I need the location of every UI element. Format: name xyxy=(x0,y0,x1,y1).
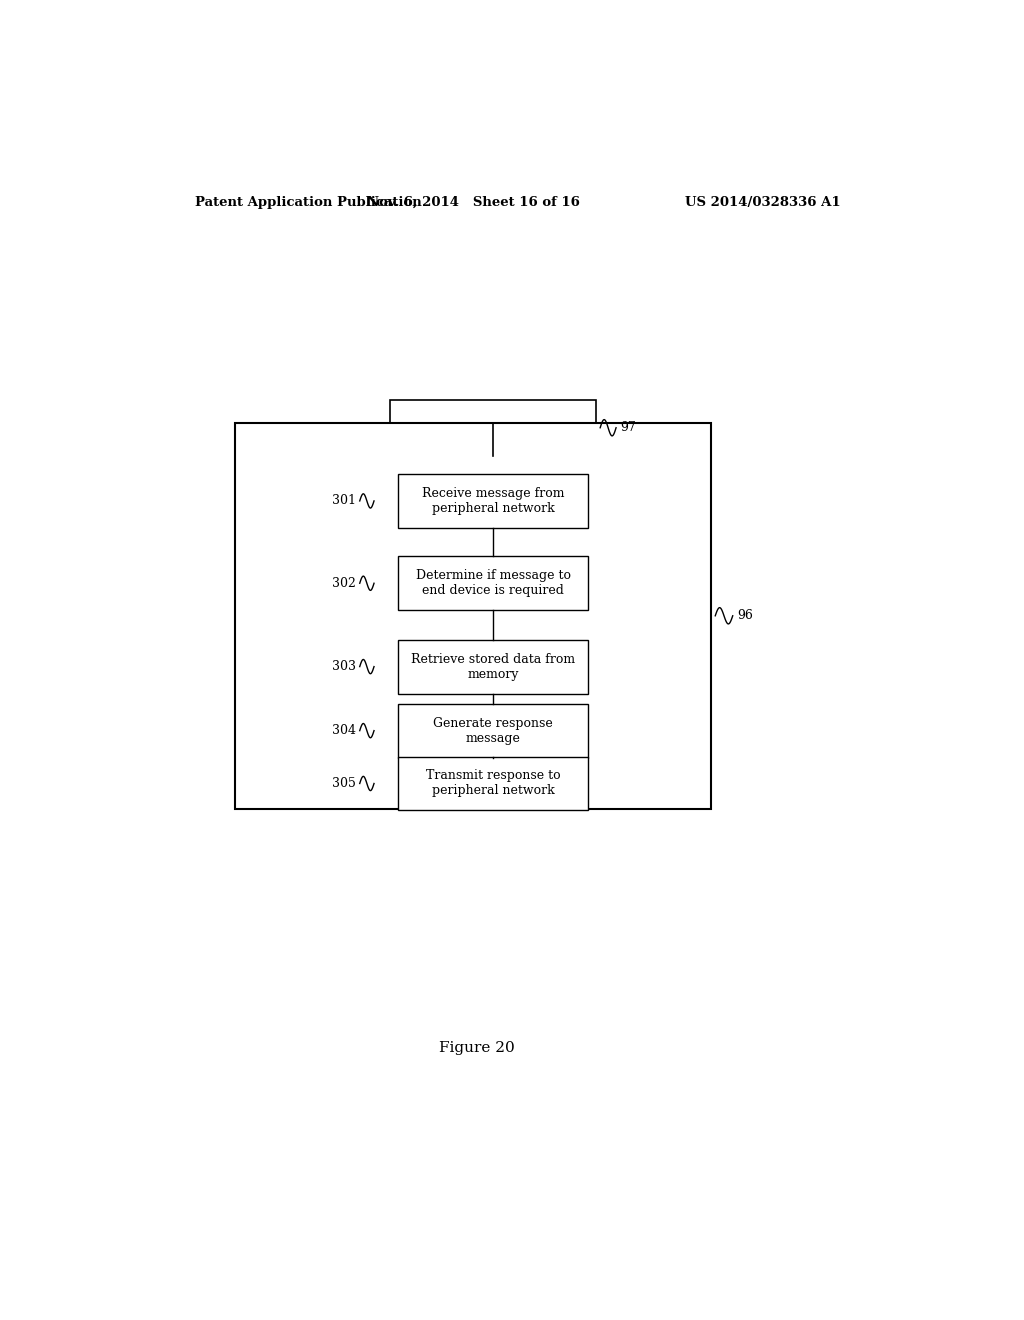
Text: Generate response
message: Generate response message xyxy=(433,717,553,744)
Text: Retrieve stored data from
memory: Retrieve stored data from memory xyxy=(411,652,575,681)
Bar xyxy=(397,474,588,528)
Bar xyxy=(397,640,588,693)
Text: Figure 20: Figure 20 xyxy=(439,1040,515,1055)
Text: 96: 96 xyxy=(737,610,754,622)
Text: 97: 97 xyxy=(621,421,636,434)
Bar xyxy=(397,704,588,758)
Text: 304: 304 xyxy=(332,725,355,737)
Text: Nov. 6, 2014   Sheet 16 of 16: Nov. 6, 2014 Sheet 16 of 16 xyxy=(367,195,580,209)
Bar xyxy=(397,556,588,610)
Text: Determine if message to
end device is required: Determine if message to end device is re… xyxy=(416,569,570,597)
Bar xyxy=(397,756,588,810)
Text: Receive message from
peripheral network: Receive message from peripheral network xyxy=(422,487,564,515)
Text: 301: 301 xyxy=(332,495,355,507)
Text: 302: 302 xyxy=(332,577,355,590)
Text: US 2014/0328336 A1: US 2014/0328336 A1 xyxy=(685,195,841,209)
Bar xyxy=(236,422,712,809)
Bar xyxy=(390,400,596,455)
Text: 303: 303 xyxy=(332,660,355,673)
Text: 305: 305 xyxy=(332,777,355,789)
Text: Patent Application Publication: Patent Application Publication xyxy=(196,195,422,209)
Text: Transmit response to
peripheral network: Transmit response to peripheral network xyxy=(426,770,560,797)
